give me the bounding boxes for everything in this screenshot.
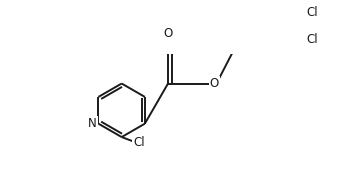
Text: N: N — [88, 117, 97, 130]
Text: Cl: Cl — [306, 33, 318, 46]
Text: O: O — [163, 27, 173, 40]
Text: Cl: Cl — [134, 136, 145, 149]
Text: Cl: Cl — [306, 6, 318, 19]
Text: O: O — [210, 77, 219, 90]
